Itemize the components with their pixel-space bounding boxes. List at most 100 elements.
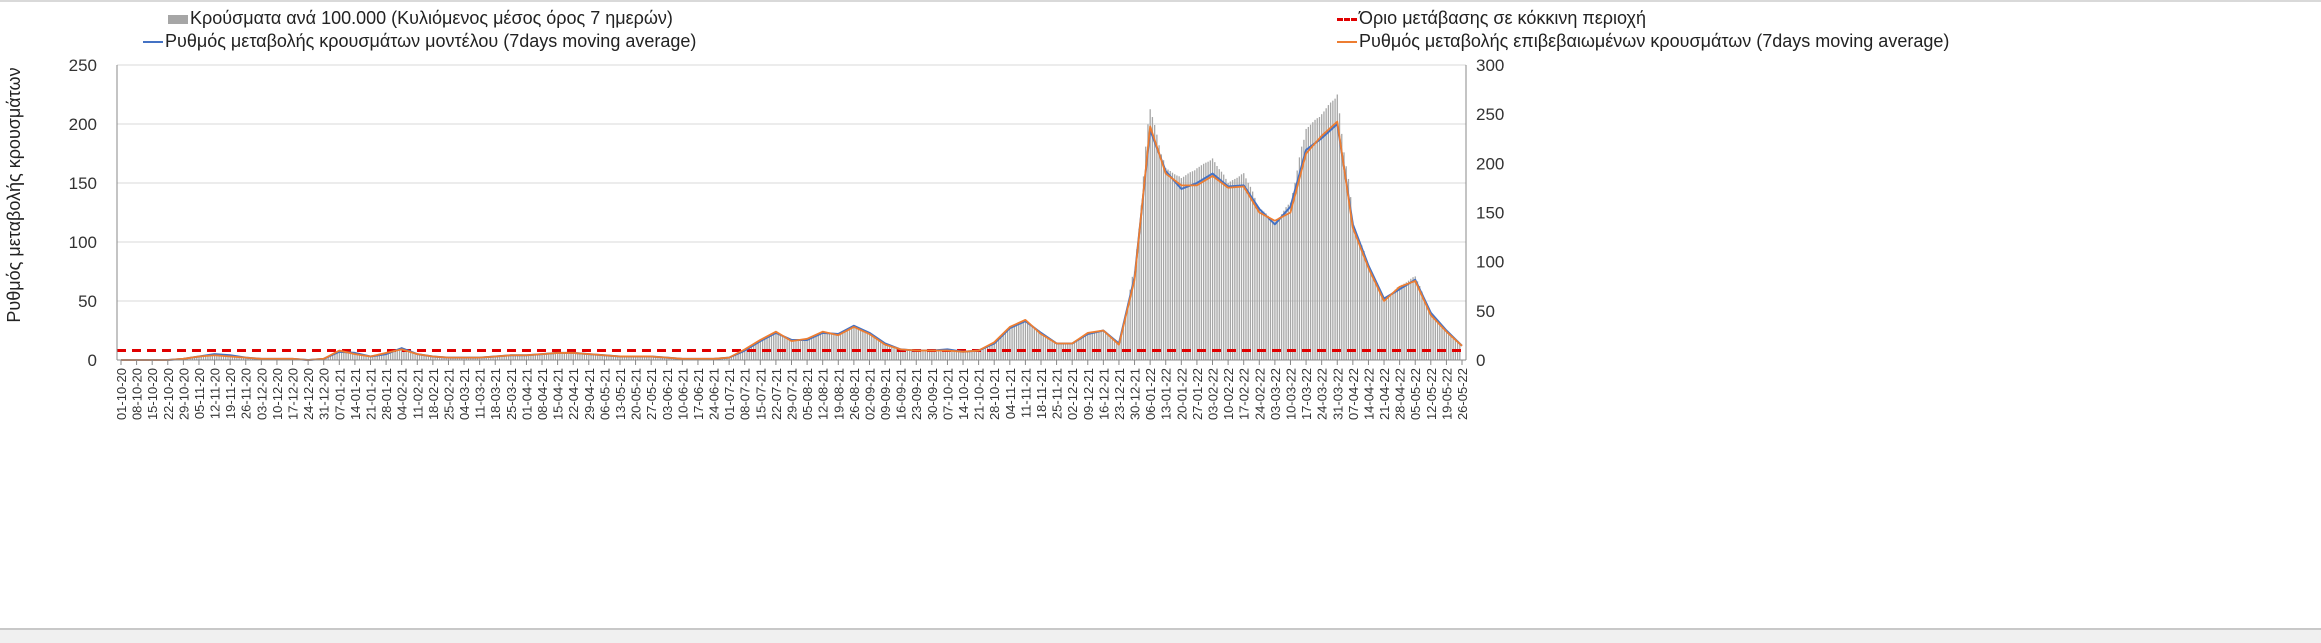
bar — [896, 348, 897, 360]
bar — [1056, 343, 1057, 360]
bar — [804, 340, 805, 360]
x-tick-label: 10-02-22 — [1221, 368, 1236, 420]
bar — [341, 352, 342, 360]
bar — [802, 340, 803, 360]
bar — [1288, 205, 1289, 360]
x-tick-label: 19-08-21 — [831, 368, 846, 420]
bar — [1158, 145, 1159, 360]
x-tick-label: 22-04-21 — [566, 368, 581, 420]
x-tick-label: 26-08-21 — [847, 368, 862, 420]
bar — [1034, 328, 1035, 360]
x-tick-label: 15-07-21 — [753, 368, 768, 420]
bar — [1412, 277, 1413, 360]
bar — [1109, 336, 1110, 360]
x-tick-label: 29-04-21 — [582, 368, 597, 420]
bar — [1020, 322, 1021, 360]
bar — [813, 337, 814, 360]
x-tick-label: 14-04-22 — [1361, 368, 1376, 420]
x-tick-label: 08-07-21 — [738, 368, 753, 420]
bar — [820, 334, 821, 360]
bar — [1005, 331, 1006, 360]
bar — [1285, 207, 1286, 360]
bar — [847, 330, 848, 360]
bar — [1228, 183, 1229, 360]
bar — [1268, 216, 1269, 360]
bar — [1190, 172, 1191, 360]
y-left-tick-label: 150 — [69, 174, 97, 193]
bar — [1176, 175, 1177, 360]
bar — [1018, 323, 1019, 360]
x-tick-label: 06-05-21 — [597, 368, 612, 420]
x-tick-label: 12-11-20 — [208, 368, 223, 419]
bar — [1207, 162, 1208, 360]
bar — [1252, 192, 1253, 360]
bar — [769, 336, 770, 360]
bar — [1361, 245, 1362, 360]
bar — [339, 352, 340, 360]
bar — [1174, 174, 1175, 360]
y-left-tick-label: 200 — [69, 115, 97, 134]
bar — [965, 352, 966, 360]
bar — [1299, 157, 1300, 360]
bar — [1359, 241, 1360, 360]
bar — [568, 353, 569, 360]
x-tick-label: 29-07-21 — [785, 368, 800, 420]
bar — [855, 327, 856, 360]
bar — [840, 333, 841, 360]
bar — [1214, 162, 1215, 360]
bar — [1101, 331, 1102, 360]
bar — [1165, 168, 1166, 360]
bar — [1250, 187, 1251, 360]
bar — [1027, 321, 1028, 360]
x-tick-label: 24-12-20 — [301, 368, 316, 420]
bar — [1116, 342, 1117, 360]
bar — [343, 352, 344, 360]
bar — [1377, 283, 1378, 360]
y-left-tick-label: 100 — [69, 233, 97, 252]
bar — [548, 354, 549, 360]
x-tick-label: 16-12-21 — [1096, 368, 1111, 420]
y-right-tick-label: 200 — [1476, 154, 1504, 173]
bar — [1107, 334, 1108, 360]
bar — [876, 337, 877, 360]
x-tick-label: 03-03-22 — [1268, 368, 1283, 420]
bar — [1058, 343, 1059, 360]
x-tick-label: 30-12-21 — [1128, 368, 1143, 420]
bar — [1205, 163, 1206, 360]
x-tick-label: 10-03-22 — [1283, 368, 1298, 420]
bar — [550, 354, 551, 360]
bar — [1279, 217, 1280, 360]
bar — [1323, 111, 1324, 360]
x-tick-label: 21-01-21 — [363, 368, 378, 420]
bar — [1326, 108, 1327, 360]
bar — [577, 353, 578, 360]
bar — [1118, 343, 1119, 360]
bar — [893, 347, 894, 360]
bar — [907, 350, 908, 360]
x-tick-label: 11-11-21 — [1018, 368, 1033, 418]
bar — [753, 345, 754, 360]
bar — [853, 326, 854, 360]
x-tick-label: 08-04-21 — [535, 368, 550, 420]
bar — [1245, 178, 1246, 360]
x-tick-label: 15-10-20 — [145, 368, 160, 420]
x-tick-label: 10-12-20 — [270, 368, 285, 420]
y-axis-title: Ρυθμός μεταβολής κρουσμάτων — [4, 67, 24, 322]
bar — [1183, 177, 1184, 360]
x-tick-label: 25-11-21 — [1050, 368, 1065, 419]
bar — [844, 331, 845, 360]
bar — [1000, 337, 1001, 360]
x-tick-label: 18-03-21 — [488, 368, 503, 420]
bar — [559, 353, 560, 360]
x-tick-label: 11-03-21 — [473, 368, 488, 419]
x-tick-label: 31-03-22 — [1330, 368, 1345, 420]
bar — [1239, 176, 1240, 360]
bar — [1047, 337, 1048, 360]
bar — [842, 332, 843, 360]
bar — [775, 332, 776, 360]
bar — [818, 335, 819, 360]
bar — [1243, 173, 1244, 360]
bar — [1281, 214, 1282, 360]
bar — [1314, 120, 1315, 360]
bar — [1036, 329, 1037, 360]
